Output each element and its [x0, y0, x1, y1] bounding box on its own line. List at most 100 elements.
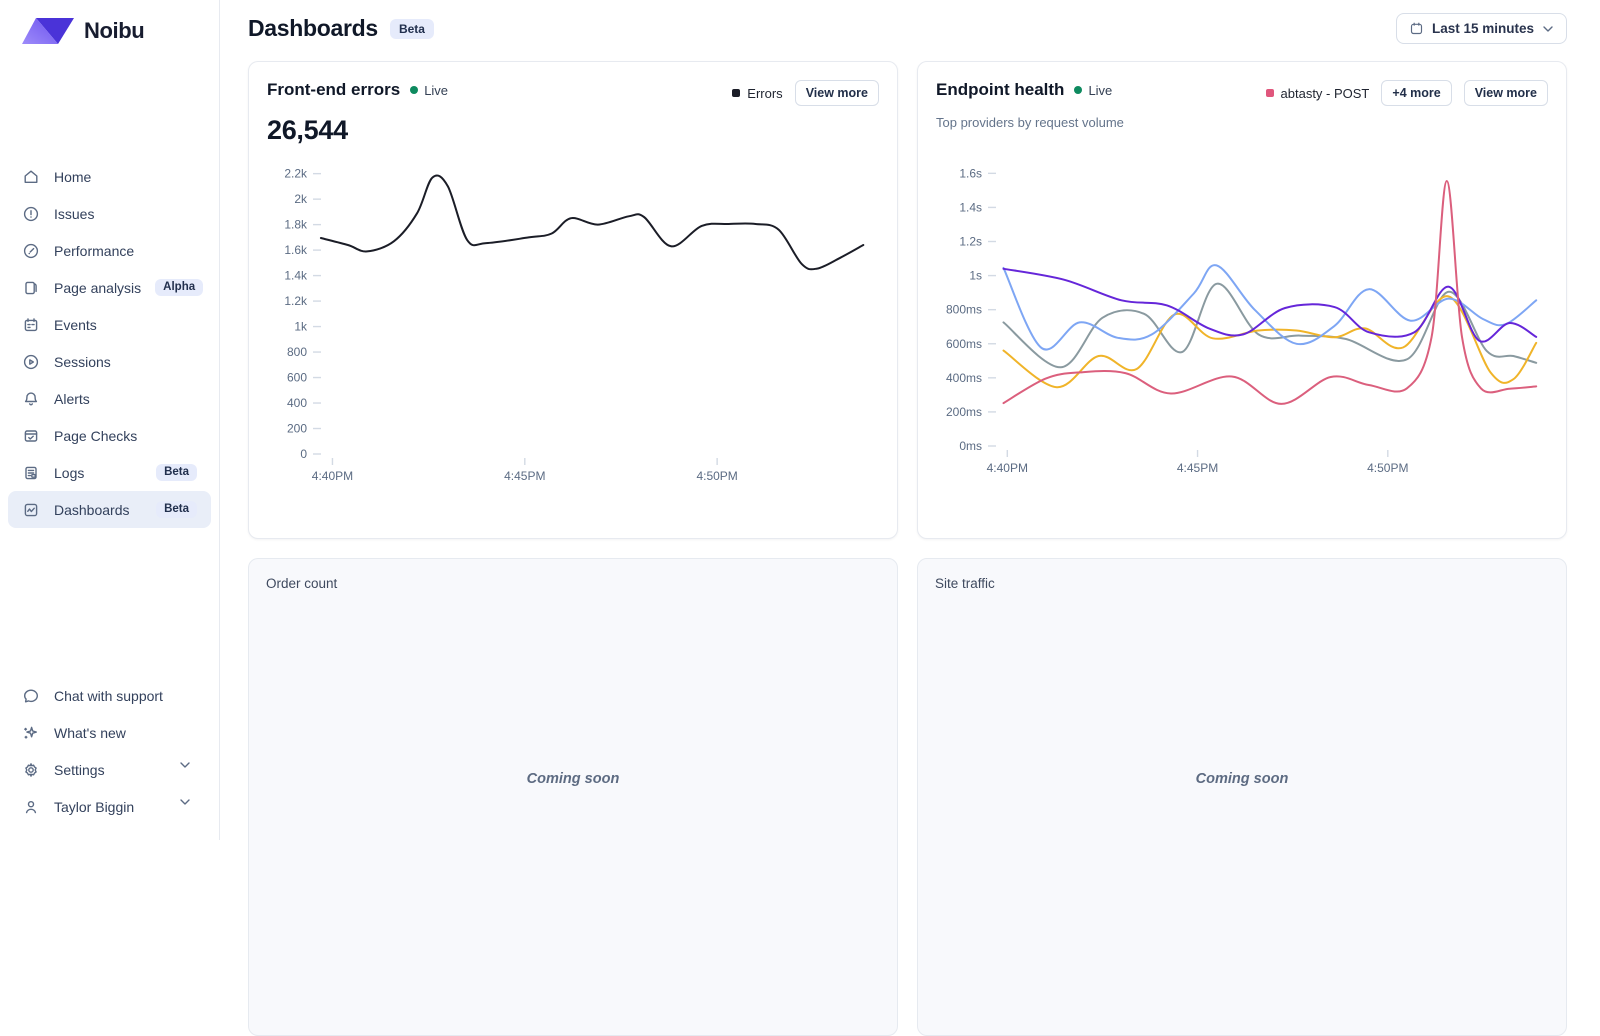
gear-icon	[22, 761, 40, 779]
sidebar-item-label: Page Checks	[54, 427, 138, 444]
svg-text:1.8k: 1.8k	[284, 218, 308, 232]
svg-text:600ms: 600ms	[946, 337, 982, 351]
time-range-value: Last 15 minutes	[1431, 21, 1534, 36]
svg-text:400ms: 400ms	[946, 371, 982, 385]
live-dot	[1074, 86, 1083, 94]
front-end-errors-card: Front-end errors Live Errors View more 2…	[248, 61, 898, 539]
legend-swatch	[732, 89, 741, 97]
view-more-button[interactable]: View more	[794, 80, 879, 106]
footer-item-label: What's new	[54, 724, 126, 741]
sidebar-item-alerts[interactable]: Alerts	[8, 380, 211, 417]
sidebar: Noibu Home Issues Performance Page analy…	[0, 0, 220, 840]
page-header: Dashboards Beta Last 15 minutes	[248, 13, 1567, 44]
svg-text:1.6s: 1.6s	[959, 166, 982, 180]
footer-item-label: Chat with support	[54, 687, 163, 704]
coming-soon-label: Coming soon	[1195, 771, 1289, 787]
svg-text:0: 0	[300, 447, 307, 461]
sidebar-item-issues[interactable]: Issues	[8, 195, 211, 232]
svg-text:1.2s: 1.2s	[959, 235, 982, 249]
svg-text:4:50PM: 4:50PM	[1367, 461, 1408, 475]
sparkle-icon	[22, 724, 40, 742]
whats-new-button[interactable]: What's new	[8, 714, 211, 751]
live-indicator: Live	[410, 83, 448, 98]
sidebar-item-label: Issues	[54, 205, 95, 222]
svg-text:1.2k: 1.2k	[284, 294, 308, 308]
beta-badge: Beta	[389, 18, 434, 39]
svg-text:4:40PM: 4:40PM	[312, 469, 353, 483]
svg-text:4:45PM: 4:45PM	[1177, 461, 1218, 475]
site-traffic-card: Site traffic Coming soon	[917, 558, 1567, 1036]
sidebar-footer: Chat with support What's new Settings Ta…	[0, 677, 219, 840]
settings-menu[interactable]: Settings	[8, 751, 211, 788]
footer-item-label: Settings	[54, 761, 105, 778]
svg-text:4:45PM: 4:45PM	[504, 469, 545, 483]
chat-with-support-button[interactable]: Chat with support	[8, 677, 211, 714]
legend-errors[interactable]: Errors	[732, 86, 783, 101]
sidebar-item-page-checks[interactable]: Page Checks	[8, 417, 211, 454]
legend-abtasty-post[interactable]: abtasty - POST	[1265, 86, 1369, 101]
order-count-card: Order count Coming soon	[248, 558, 898, 1036]
pages-icon	[22, 279, 40, 297]
calendar-icon	[1409, 21, 1424, 36]
sidebar-item-logs[interactable]: Logs Beta	[8, 454, 211, 491]
page-title: Dashboards	[248, 15, 378, 41]
coming-soon-label: Coming soon	[526, 771, 620, 787]
sidebar-item-label: Logs	[54, 464, 85, 481]
chevron-down-icon	[179, 798, 197, 816]
sidebar-item-dashboards[interactable]: Dashboards Beta	[8, 491, 211, 528]
svg-text:1.4k: 1.4k	[284, 269, 308, 283]
card-subtitle: Top providers by request volume	[936, 115, 1124, 130]
svg-text:4:40PM: 4:40PM	[987, 461, 1028, 475]
sidebar-item-label: Sessions	[54, 353, 111, 370]
alert-circle-icon	[22, 205, 40, 223]
alpha-badge: Alpha	[155, 278, 204, 297]
home-icon	[22, 168, 40, 186]
svg-text:200: 200	[287, 422, 307, 436]
sidebar-item-label: Events	[54, 316, 97, 333]
endpoint-health-card: Endpoint health Live abtasty - POST +4 m…	[917, 61, 1567, 539]
card-title: Order count	[266, 576, 338, 591]
play-circle-icon	[22, 353, 40, 371]
sidebar-item-label: Dashboards	[54, 501, 130, 518]
sidebar-item-sessions[interactable]: Sessions	[8, 343, 211, 380]
sidebar-item-events[interactable]: Events	[8, 306, 211, 343]
brand-logo[interactable]: Noibu	[0, 0, 219, 46]
chat-icon	[22, 687, 40, 705]
user-menu[interactable]: Taylor Biggin	[8, 788, 211, 825]
live-dot	[410, 86, 419, 94]
svg-text:4:50PM: 4:50PM	[696, 469, 737, 483]
chevron-down-icon	[179, 761, 197, 779]
svg-text:200ms: 200ms	[946, 405, 982, 419]
svg-text:1k: 1k	[294, 320, 308, 334]
main-content: Dashboards Beta Last 15 minutes Front-en…	[220, 0, 1600, 1036]
svg-text:1.4s: 1.4s	[959, 200, 982, 214]
live-indicator: Live	[1074, 83, 1112, 98]
dashboard-icon	[22, 501, 40, 519]
svg-text:800: 800	[287, 345, 307, 359]
bell-icon	[22, 390, 40, 408]
view-more-button[interactable]: View more	[1463, 80, 1548, 106]
svg-text:1s: 1s	[969, 269, 982, 283]
dashboard-grid: Front-end errors Live Errors View more 2…	[248, 61, 1567, 1036]
svg-text:800ms: 800ms	[946, 303, 982, 317]
more-series-button[interactable]: +4 more	[1381, 80, 1452, 106]
sidebar-item-label: Page analysis	[54, 279, 142, 296]
user-icon	[22, 798, 40, 816]
svg-text:2k: 2k	[294, 192, 308, 206]
sidebar-nav: Home Issues Performance Page analysis Al…	[0, 158, 219, 528]
logs-icon	[22, 464, 40, 482]
sidebar-item-performance[interactable]: Performance	[8, 232, 211, 269]
endpoint-health-chart: 0ms 200ms 400ms 600ms 800ms 1s 1.2s 1.4s 1.6s 4:4…	[946, 166, 1538, 475]
svg-text:0ms: 0ms	[959, 439, 982, 453]
noibu-logo-icon	[22, 18, 74, 44]
time-range-selector[interactable]: Last 15 minutes	[1395, 13, 1567, 44]
card-title: Front-end errors	[267, 80, 401, 99]
sidebar-item-label: Home	[54, 168, 92, 185]
front-end-errors-chart: 0 200 400 600 800 1k 1.2k 1.4k 1.6k 1.8k 2k 2.2k 4:4…	[284, 167, 865, 483]
card-title: Site traffic	[935, 576, 995, 591]
sidebar-item-label: Alerts	[54, 390, 90, 407]
svg-text:2.2k: 2.2k	[284, 167, 308, 181]
sidebar-item-home[interactable]: Home	[8, 158, 211, 195]
sidebar-item-page-analysis[interactable]: Page analysis Alpha	[8, 269, 211, 306]
sidebar-item-label: Performance	[54, 242, 135, 259]
